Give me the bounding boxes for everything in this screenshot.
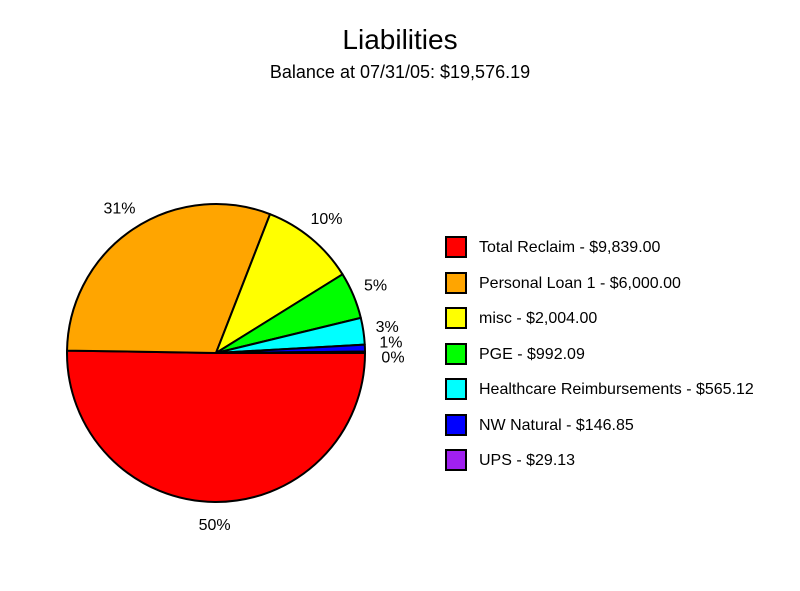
legend-label-ups: UPS - $29.13 (479, 452, 576, 469)
pie-slice-personal-loan-1 (66, 203, 272, 354)
legend-swatch-total-reclaim (445, 236, 467, 258)
pie-slice-misc (215, 213, 344, 354)
pie-slice-total-reclaim (66, 349, 366, 503)
pie-label-personal-loan-1: 31% (104, 201, 136, 218)
pie-label-healthcare-reimbursements: 3% (376, 319, 399, 336)
pie-label-pge: 5% (364, 277, 387, 294)
legend-label-healthcare-reimbursements: Healthcare Reimbursements - $565.12 (479, 381, 754, 398)
pie-label-ups: 0% (381, 349, 404, 366)
legend-swatch-ups (445, 449, 467, 471)
legend-label-pge: PGE - $992.09 (479, 345, 585, 363)
chart-subtitle: Balance at 07/31/05: $19,576.19 (269, 62, 531, 82)
legend-swatch-healthcare-reimbursements (445, 378, 467, 400)
legend-swatch-nw-natural (445, 413, 467, 436)
legend-swatch-pge (445, 342, 467, 365)
legend-label-personal-loan-1: Personal Loan 1 - $6,000.00 (479, 274, 681, 292)
pie-label-total-reclaim: 50% (199, 517, 231, 534)
chart-title: Liabilities (342, 24, 458, 55)
legend-label-nw-natural: NW Natural - $146.85 (479, 416, 634, 434)
legend-swatch-misc (445, 307, 467, 329)
legend-label-total-reclaim: Total Reclaim - $9,839.00 (479, 239, 661, 256)
pie-slice-ups (215, 350, 366, 354)
pie-label-misc: 10% (310, 211, 342, 228)
legend-label-misc: misc - $2,004.00 (479, 310, 598, 327)
pie-label-nw-natural: 1% (379, 335, 402, 352)
legend-swatch-personal-loan-1 (445, 271, 467, 294)
